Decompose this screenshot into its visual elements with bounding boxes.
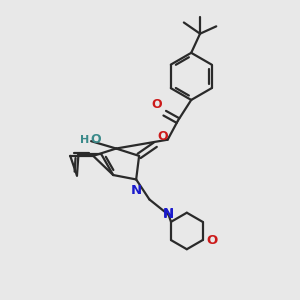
- Text: N: N: [163, 208, 174, 221]
- Text: N: N: [130, 184, 142, 197]
- Text: O: O: [90, 134, 101, 146]
- Text: O: O: [157, 130, 168, 143]
- Text: H: H: [80, 135, 89, 145]
- Text: O: O: [206, 234, 218, 247]
- Text: O: O: [152, 98, 162, 111]
- Text: N: N: [163, 207, 174, 220]
